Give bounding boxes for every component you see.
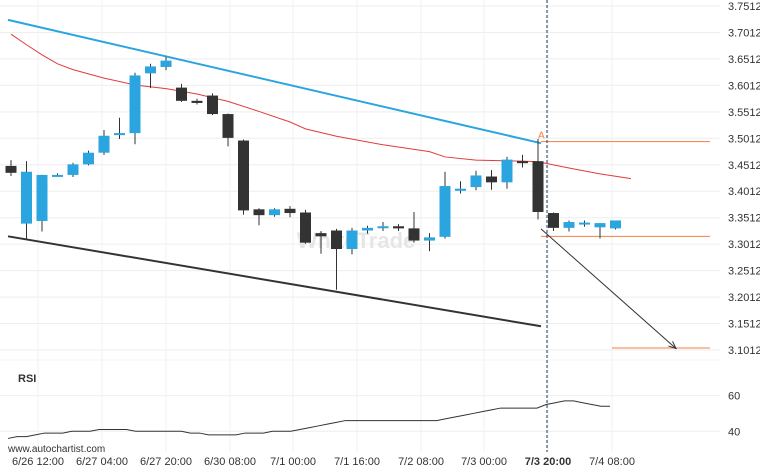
footer-url: www.autochartist.com <box>7 444 105 455</box>
time-tick-label: 6/26 12:00 <box>12 456 64 468</box>
candle-body <box>346 230 358 250</box>
candle-body <box>300 212 311 243</box>
rsi-tick-label: 60 <box>728 391 740 403</box>
price-tick-label: 3.1012 <box>728 345 760 357</box>
price-tick-label: 3.6512 <box>728 54 760 66</box>
candle-body <box>21 171 32 224</box>
candle-body <box>455 188 466 191</box>
rsi-axis: 60 40 <box>728 391 740 439</box>
candle-body <box>5 165 17 173</box>
rsi-label: RSI <box>18 373 36 385</box>
candle-body <box>222 114 234 138</box>
price-tick-label: 3.7012 <box>728 27 760 39</box>
candle-body <box>594 223 606 228</box>
candle-body <box>253 209 265 216</box>
time-tick-label: 7/3 20:00 <box>525 456 571 468</box>
upper-trendline <box>7 18 542 145</box>
pattern-overlays: A <box>7 18 710 350</box>
candle-body <box>331 230 342 250</box>
lower-trendline <box>7 235 542 328</box>
price-tick-label: 3.2012 <box>728 292 760 304</box>
price-tick-label: 3.3512 <box>728 213 760 225</box>
candle-body <box>176 87 187 101</box>
price-tick-label: 3.6012 <box>728 80 760 92</box>
rsi-tick-label: 40 <box>728 426 740 438</box>
candle-body <box>424 237 435 241</box>
candle-body <box>393 226 404 229</box>
candle-body <box>315 233 327 237</box>
projection-arrowhead <box>668 341 677 350</box>
time-tick-label: 6/30 08:00 <box>204 456 256 468</box>
candle-body <box>486 176 497 183</box>
candle-body <box>532 161 544 212</box>
candle-body <box>129 75 141 134</box>
candle-body <box>408 228 420 241</box>
price-tick-label: 3.3012 <box>728 239 760 251</box>
time-grid <box>37 0 613 452</box>
candlesticks <box>5 56 621 290</box>
time-axis: 6/26 12:00 6/27 04:00 6/27 20:00 6/30 08:00… <box>12 456 635 468</box>
candle-body <box>377 226 389 229</box>
time-tick-label: 6/27 04:00 <box>76 456 128 468</box>
time-tick-label: 7/4 08:00 <box>589 456 635 468</box>
price-axis: 3.7512 3.7012 3.6512 3.6012 3.5512 3.5012 3.45… <box>728 1 760 357</box>
time-tick-label: 7/1 16:00 <box>334 456 380 468</box>
candle-body <box>610 220 621 229</box>
price-tick-label: 3.5512 <box>728 107 760 119</box>
candle-body <box>98 135 110 153</box>
candle-body <box>470 175 482 188</box>
price-tick-label: 3.1512 <box>728 319 760 331</box>
price-tick-label: 3.2512 <box>728 266 760 278</box>
projection-arrow <box>540 228 677 349</box>
candle-body <box>160 60 172 67</box>
time-tick-label: 7/2 08:00 <box>398 456 444 468</box>
candle-body <box>362 227 373 231</box>
price-tick-label: 3.4012 <box>728 186 760 198</box>
candle-body <box>284 208 296 214</box>
candle-body <box>238 140 249 211</box>
candle-body <box>114 133 125 136</box>
candle-body <box>269 209 280 216</box>
time-tick-label: 7/3 00:00 <box>461 456 507 468</box>
price-tick-label: 3.5012 <box>728 133 760 145</box>
rsi-line <box>7 400 610 439</box>
candle-body <box>501 159 513 183</box>
candle-body <box>579 222 590 225</box>
candle-body <box>36 174 48 221</box>
candle-body <box>517 161 528 164</box>
rsi-grid <box>0 359 720 432</box>
candle-body <box>83 152 94 165</box>
candle-body <box>191 100 203 103</box>
pattern-marker-label: A <box>538 131 545 142</box>
candle-body <box>563 222 575 228</box>
time-tick-label: 7/1 00:00 <box>270 456 316 468</box>
candle-body <box>439 186 451 237</box>
time-tick-label: 6/27 20:00 <box>140 456 192 468</box>
price-tick-label: 3.4512 <box>728 160 760 172</box>
candle-body <box>548 213 559 228</box>
candle-body <box>207 95 218 115</box>
candle-body <box>52 174 63 177</box>
price-tick-label: 3.7512 <box>728 1 760 13</box>
candle-body <box>145 66 156 74</box>
rsi-series-line <box>7 400 610 439</box>
candle-body <box>67 164 79 175</box>
